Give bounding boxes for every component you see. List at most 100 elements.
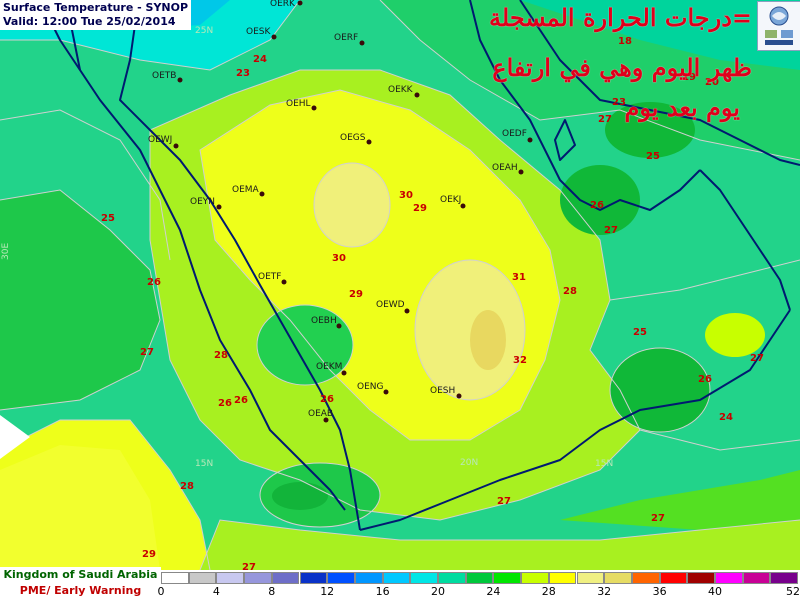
- temp-value: 28: [563, 286, 577, 297]
- zone-lime-oman: [705, 313, 765, 357]
- temp-value: 26: [218, 398, 232, 409]
- temp-value: 25: [646, 151, 660, 162]
- temp-value: 24: [253, 54, 267, 65]
- footer-credit: Kingdom of Saudi Arabia PME/ Early Warni…: [0, 567, 161, 600]
- contour-lines: [0, 0, 800, 570]
- logo-emblem-icon: [765, 6, 793, 45]
- station-label: OESK: [246, 27, 271, 37]
- arabic-caption-line-3: يوم بعد يوم: [624, 93, 740, 122]
- grid-labels: 25N 20N 15N 15N 30E: [1, 26, 613, 469]
- legend-tick: 36: [652, 585, 667, 598]
- legend-swatch: [354, 572, 383, 584]
- temp-value: 27: [140, 347, 154, 358]
- legend-tick: 0: [157, 585, 165, 598]
- temp-value: 23: [236, 68, 250, 79]
- footer-country: Kingdom of Saudi Arabia: [3, 568, 158, 581]
- station-label: OEAH: [492, 163, 518, 173]
- zone-yellow-sw-2: [0, 445, 160, 570]
- station-label: OESH: [430, 386, 455, 396]
- legend-tick: 52: [786, 585, 800, 598]
- temp-value: 32: [513, 355, 527, 366]
- zone-green-redsea: [257, 305, 353, 385]
- legend-tick: 8: [268, 585, 276, 598]
- temp-value: 25: [101, 213, 115, 224]
- temperature-legend: 0 4 8 12 16 20 24 28 32 36 40 52: [157, 570, 800, 600]
- temperature-values: 24 23 18 19 20 23 27 25 30 29 26 27 25 3…: [101, 36, 764, 570]
- lat-label: 15N: [195, 459, 213, 469]
- legend-swatch: [742, 572, 771, 584]
- legend-swatch: [715, 572, 743, 584]
- legend-tick: 24: [486, 585, 501, 598]
- zone-darkgreen-gulf: [605, 102, 695, 158]
- station-label: OEBH: [311, 316, 337, 326]
- station-label: OENG: [357, 382, 384, 392]
- legend-swatch: [687, 572, 715, 584]
- temp-value: 26: [698, 374, 712, 385]
- temp-value: 20: [705, 77, 719, 88]
- station-label: OEWD: [376, 300, 405, 310]
- temp-value: 29: [142, 549, 156, 560]
- legend-swatch: [327, 572, 355, 584]
- footer-department: PME/ Early Warning: [19, 584, 142, 597]
- legend-tick: 20: [431, 585, 445, 598]
- legend-swatch: [576, 572, 605, 584]
- legend-swatch: [216, 572, 245, 584]
- zone-pale-core-1: [314, 163, 390, 247]
- station-label: OEGS: [340, 133, 366, 143]
- legend-swatch: [244, 572, 272, 584]
- arabic-caption-line-1: =درجات الحرارة المسجلة: [489, 3, 752, 32]
- legend-swatch: [604, 572, 632, 584]
- temp-value: 26: [234, 395, 248, 406]
- temp-value: 28: [180, 481, 194, 492]
- legend-tick: 16: [375, 585, 390, 598]
- station-label: OEHL: [286, 99, 311, 109]
- legend-swatch: [521, 572, 549, 584]
- legend-swatch: [271, 572, 300, 584]
- temp-value: 27: [750, 353, 764, 364]
- lon-label: 30E: [1, 243, 11, 260]
- temp-value: 27: [651, 513, 665, 524]
- agency-logo: [757, 1, 800, 51]
- zone-darkgreen-uae: [560, 165, 640, 235]
- temp-value: 27: [497, 496, 511, 507]
- pan-left-arrow-icon[interactable]: [0, 415, 30, 459]
- zone-green-w: [0, 190, 160, 410]
- legend-tick: 4: [212, 585, 220, 598]
- valid-time: Valid: 12:00 Tue 25/02/2014: [3, 15, 176, 28]
- temp-value: 30: [332, 253, 346, 264]
- zone-warm-core: [470, 310, 506, 370]
- temp-value: 30: [399, 190, 413, 201]
- temp-value: 26: [147, 277, 161, 288]
- temp-value: 29: [413, 203, 427, 214]
- station-label: OEWJ: [148, 135, 172, 145]
- legend-tick: 40: [708, 585, 722, 598]
- lat-label: 15N: [595, 459, 613, 469]
- legend-swatch: [410, 572, 438, 584]
- lat-label: 25N: [195, 26, 213, 36]
- station-label: OEKJ: [440, 195, 461, 205]
- zone-yellowgreen-s: [200, 520, 800, 570]
- temp-value: 28: [214, 350, 228, 361]
- legend-swatch: [465, 572, 494, 584]
- station-label: OERF: [334, 33, 358, 43]
- temp-value: 18: [618, 36, 632, 47]
- map-title: Surface Temperature - SYNOP: [3, 1, 189, 14]
- legend-swatch: [659, 572, 688, 584]
- temp-value: 31: [512, 272, 526, 283]
- lat-label: 20N: [460, 458, 478, 468]
- legend-swatch: [631, 572, 660, 584]
- legend-tick: 12: [320, 585, 335, 598]
- legend-swatch: [188, 572, 217, 584]
- legend-swatch: [770, 572, 799, 584]
- temp-value: 26: [320, 394, 334, 405]
- temp-value: 27: [598, 114, 612, 125]
- temperature-map[interactable]: 25N 20N 15N 15N 30E: [0, 0, 800, 570]
- legend-swatch: [438, 572, 466, 584]
- temp-value: 27: [604, 225, 618, 236]
- zone-teal-ne: [520, 0, 800, 70]
- arabic-caption-line-2: ظهر اليوم وهي في ارتفاع: [492, 53, 752, 82]
- zone-darkgreen-oman: [610, 348, 710, 432]
- legend-swatch: [161, 572, 189, 584]
- legend-swatch: [548, 572, 577, 584]
- legend-swatch: [382, 572, 411, 584]
